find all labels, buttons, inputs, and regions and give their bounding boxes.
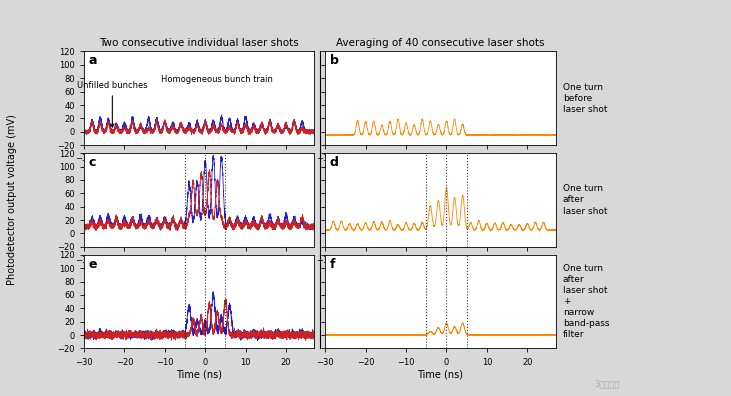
Text: a: a [88, 54, 97, 67]
X-axis label: Time (ns): Time (ns) [417, 369, 463, 379]
Text: Unfilled bunches: Unfilled bunches [77, 81, 148, 127]
Text: Averaging of 40 consecutive laser shots: Averaging of 40 consecutive laser shots [336, 38, 545, 48]
Text: One turn
after
laser shot: One turn after laser shot [563, 185, 607, 215]
Text: b: b [330, 54, 338, 67]
X-axis label: Time (ns): Time (ns) [176, 369, 222, 379]
Text: c: c [88, 156, 96, 169]
Text: 3折源圈子: 3折源圈子 [594, 379, 619, 388]
Text: Photodetector output voltage (mV): Photodetector output voltage (mV) [7, 114, 18, 286]
Text: Homogeneous bunch train: Homogeneous bunch train [162, 74, 273, 84]
Text: Two consecutive individual laser shots: Two consecutive individual laser shots [99, 38, 299, 48]
Text: One turn
after
laser shot
+
narrow
band-pass
filter: One turn after laser shot + narrow band-… [563, 264, 610, 339]
Text: d: d [330, 156, 338, 169]
Text: One turn
before
laser shot: One turn before laser shot [563, 83, 607, 114]
Text: e: e [88, 257, 97, 270]
Text: f: f [330, 257, 336, 270]
